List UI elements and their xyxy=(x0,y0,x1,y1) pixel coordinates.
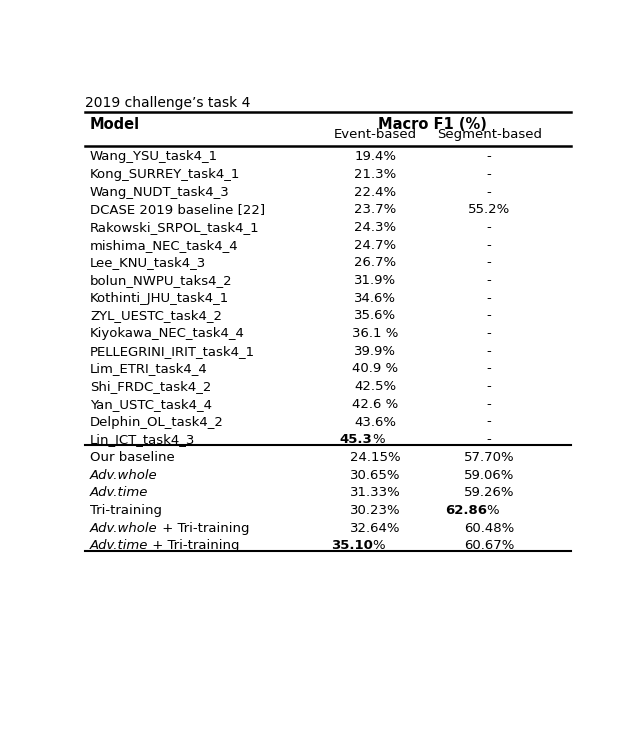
Text: 30.23%: 30.23% xyxy=(350,504,401,517)
Text: Yan_USTC_task4_4: Yan_USTC_task4_4 xyxy=(90,398,212,411)
Text: 60.67%: 60.67% xyxy=(464,539,515,553)
Text: -: - xyxy=(487,309,492,322)
Text: 30.65%: 30.65% xyxy=(350,469,401,482)
Text: 2019 challenge’s task 4: 2019 challenge’s task 4 xyxy=(85,96,250,111)
Text: -: - xyxy=(487,327,492,340)
Text: -: - xyxy=(487,168,492,181)
Text: 34.6%: 34.6% xyxy=(354,292,396,305)
Text: -: - xyxy=(487,398,492,411)
Text: 31.33%: 31.33% xyxy=(349,486,401,499)
Text: 35.10: 35.10 xyxy=(331,539,372,553)
Text: PELLEGRINI_IRIT_task4_1: PELLEGRINI_IRIT_task4_1 xyxy=(90,345,255,358)
Text: 22.4%: 22.4% xyxy=(354,186,396,198)
Text: + Tri-training: + Tri-training xyxy=(148,539,240,553)
Text: Model: Model xyxy=(90,117,140,132)
Text: -: - xyxy=(487,274,492,287)
Text: 24.3%: 24.3% xyxy=(354,221,396,234)
Text: 60.48%: 60.48% xyxy=(464,521,515,534)
Text: -: - xyxy=(487,186,492,198)
Text: 24.15%: 24.15% xyxy=(350,451,401,464)
Text: 24.7%: 24.7% xyxy=(354,238,396,252)
Text: 19.4%: 19.4% xyxy=(354,150,396,163)
Text: 62.86: 62.86 xyxy=(445,504,486,517)
Text: -: - xyxy=(487,380,492,393)
Text: %: % xyxy=(372,539,385,553)
Text: 21.3%: 21.3% xyxy=(354,168,396,181)
Text: Adv.whole: Adv.whole xyxy=(90,521,157,534)
Text: Wang_YSU_task4_1: Wang_YSU_task4_1 xyxy=(90,150,218,163)
Text: 35.6%: 35.6% xyxy=(354,309,396,322)
Text: -: - xyxy=(487,257,492,270)
Text: -: - xyxy=(487,150,492,163)
Text: Kong_SURREY_task4_1: Kong_SURREY_task4_1 xyxy=(90,168,240,181)
Text: Kothinti_JHU_task4_1: Kothinti_JHU_task4_1 xyxy=(90,292,229,305)
Text: Event-based: Event-based xyxy=(333,128,417,141)
Text: 36.1 %: 36.1 % xyxy=(352,327,398,340)
Text: -: - xyxy=(487,416,492,429)
Text: 55.2%: 55.2% xyxy=(468,203,510,217)
Text: 40.9 %: 40.9 % xyxy=(352,362,398,375)
Text: 23.7%: 23.7% xyxy=(354,203,396,217)
Text: + Tri-training: + Tri-training xyxy=(157,521,249,534)
Text: 45.3: 45.3 xyxy=(340,433,372,446)
Text: 42.6 %: 42.6 % xyxy=(352,398,398,411)
Text: ZYL_UESTC_task4_2: ZYL_UESTC_task4_2 xyxy=(90,309,222,322)
Text: Shi_FRDC_task4_2: Shi_FRDC_task4_2 xyxy=(90,380,211,393)
Text: Lin_ICT_task4_3: Lin_ICT_task4_3 xyxy=(90,433,195,446)
Text: bolun_NWPU_taks4_2: bolun_NWPU_taks4_2 xyxy=(90,274,232,287)
Text: Tri-training: Tri-training xyxy=(90,504,162,517)
Text: %: % xyxy=(372,433,385,446)
Text: Wang_NUDT_task4_3: Wang_NUDT_task4_3 xyxy=(90,186,230,198)
Text: -: - xyxy=(487,345,492,358)
Text: Segment-based: Segment-based xyxy=(436,128,541,141)
Text: Adv.whole: Adv.whole xyxy=(90,469,157,482)
Text: mishima_NEC_task4_4: mishima_NEC_task4_4 xyxy=(90,238,239,252)
Text: -: - xyxy=(487,292,492,305)
Text: 59.06%: 59.06% xyxy=(464,469,515,482)
Text: Our baseline: Our baseline xyxy=(90,451,175,464)
Text: 32.64%: 32.64% xyxy=(350,521,401,534)
Text: 39.9%: 39.9% xyxy=(354,345,396,358)
Text: %: % xyxy=(486,504,499,517)
Text: Delphin_OL_task4_2: Delphin_OL_task4_2 xyxy=(90,416,224,429)
Text: Lee_KNU_task4_3: Lee_KNU_task4_3 xyxy=(90,257,206,270)
Text: Adv.time: Adv.time xyxy=(90,486,148,499)
Text: Adv.time: Adv.time xyxy=(90,539,148,553)
Text: 31.9%: 31.9% xyxy=(354,274,396,287)
Text: 57.70%: 57.70% xyxy=(464,451,515,464)
Text: -: - xyxy=(487,221,492,234)
Text: Kiyokawa_NEC_task4_4: Kiyokawa_NEC_task4_4 xyxy=(90,327,244,340)
Text: DCASE 2019 baseline [22]: DCASE 2019 baseline [22] xyxy=(90,203,265,217)
Text: 59.26%: 59.26% xyxy=(464,486,515,499)
Text: -: - xyxy=(487,362,492,375)
Text: Lim_ETRI_task4_4: Lim_ETRI_task4_4 xyxy=(90,362,207,375)
Text: Macro F1 (%): Macro F1 (%) xyxy=(378,117,486,132)
Text: 43.6%: 43.6% xyxy=(354,416,396,429)
Text: 42.5%: 42.5% xyxy=(354,380,396,393)
Text: -: - xyxy=(487,433,492,446)
Text: -: - xyxy=(487,238,492,252)
Text: Rakowski_SRPOL_task4_1: Rakowski_SRPOL_task4_1 xyxy=(90,221,260,234)
Text: 26.7%: 26.7% xyxy=(354,257,396,270)
